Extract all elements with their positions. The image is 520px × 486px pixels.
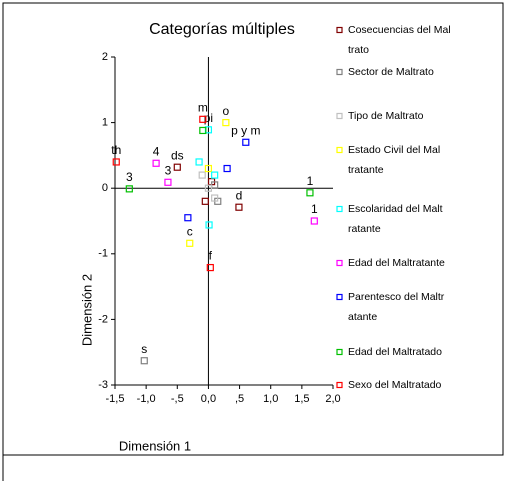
point bbox=[206, 263, 214, 272]
x-tick-label: -,5 bbox=[171, 393, 184, 405]
point bbox=[242, 138, 250, 146]
legend-marker bbox=[336, 146, 343, 154]
legend-label: Sexo del Maltratado bbox=[348, 379, 442, 391]
legend-marker bbox=[336, 112, 343, 120]
point bbox=[306, 189, 314, 197]
y-tick-label: -1 bbox=[98, 248, 108, 260]
legend-label: Edad del Maltratado bbox=[348, 346, 442, 358]
legend-marker bbox=[336, 68, 343, 76]
point-label: 3 bbox=[165, 163, 172, 177]
x-tick-label: -1,0 bbox=[137, 393, 156, 405]
x-tick-label: ,5 bbox=[235, 393, 244, 405]
legend-label: Parentesco del Maltr atante bbox=[348, 291, 445, 323]
point-label: p y m bbox=[231, 123, 260, 137]
point bbox=[205, 221, 213, 229]
x-tick-label: -1,5 bbox=[106, 393, 125, 405]
x-tick-label: 0,0 bbox=[201, 393, 216, 405]
point bbox=[310, 217, 318, 225]
point bbox=[173, 163, 181, 171]
y-tick-label: -3 bbox=[98, 379, 108, 391]
point bbox=[125, 185, 133, 193]
point bbox=[186, 239, 194, 247]
point-label: 3 bbox=[126, 170, 133, 184]
x-tick-label: 1,0 bbox=[263, 393, 278, 405]
point bbox=[211, 194, 219, 202]
point bbox=[198, 171, 206, 179]
point-label: m bbox=[198, 100, 208, 114]
y-tick-label: 0 bbox=[102, 182, 108, 194]
point bbox=[235, 203, 243, 211]
point bbox=[184, 214, 192, 222]
point bbox=[223, 164, 231, 173]
x-tick-label: 1,5 bbox=[294, 393, 309, 405]
legend-marker bbox=[336, 205, 343, 213]
x-tick-label: 2,0 bbox=[325, 393, 340, 405]
point-label: 1 bbox=[311, 202, 318, 216]
point-label: f bbox=[209, 249, 213, 263]
point-label: o bbox=[223, 104, 230, 118]
legend-marker bbox=[336, 26, 343, 34]
legend-label: Sector de Maltrato bbox=[348, 66, 434, 78]
chart-title: Categorías múltiples bbox=[149, 21, 295, 38]
point-label: pi bbox=[204, 111, 213, 125]
legend-label: Estado Civil del Mal tratante bbox=[348, 144, 440, 176]
y-tick-label: 1 bbox=[102, 117, 108, 129]
frame bbox=[2, 2, 504, 456]
point bbox=[211, 171, 219, 179]
legend-marker bbox=[336, 259, 343, 267]
y-axis-label: Dimensión 2 bbox=[79, 274, 94, 346]
point bbox=[152, 159, 160, 167]
point bbox=[222, 118, 230, 127]
point-label: s bbox=[141, 342, 147, 356]
legend-marker bbox=[336, 381, 343, 389]
point bbox=[164, 178, 172, 186]
point bbox=[204, 184, 213, 192]
y-tick-label: -2 bbox=[98, 313, 108, 325]
legend-marker bbox=[336, 348, 343, 356]
x-axis-label: Dimensión 1 bbox=[119, 438, 191, 453]
y-tick-label: 2 bbox=[102, 51, 108, 63]
point bbox=[201, 197, 209, 205]
legend-label: Cosecuencias del Mal trato bbox=[348, 24, 451, 56]
legend-label: Tipo de Maltrato bbox=[348, 110, 424, 122]
point bbox=[199, 115, 207, 123]
legend-label: Edad del Maltratante bbox=[348, 257, 445, 269]
point-label: ds bbox=[171, 148, 184, 162]
point bbox=[140, 357, 148, 365]
point-label: d bbox=[236, 188, 243, 202]
point-label: c bbox=[187, 224, 193, 238]
point bbox=[204, 164, 213, 173]
point-label: th bbox=[111, 143, 121, 157]
point-label: 4 bbox=[153, 144, 160, 158]
legend-marker bbox=[336, 293, 343, 301]
point-label: 1 bbox=[307, 174, 314, 188]
legend-label: Escolaridad del Malt ratante bbox=[348, 203, 443, 235]
point bbox=[199, 126, 207, 135]
point bbox=[195, 158, 203, 166]
point bbox=[112, 158, 120, 166]
